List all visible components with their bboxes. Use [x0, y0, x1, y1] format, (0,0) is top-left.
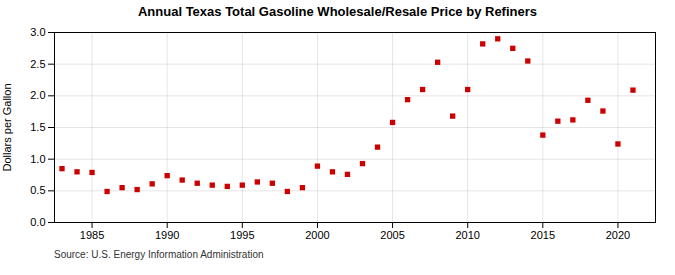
svg-text:1985: 1985	[80, 229, 104, 241]
html-text:Source: U.S. Energy Informatio: Source: U.S. Energy Information Administ…	[54, 249, 264, 260]
svg-text:2.5: 2.5	[30, 58, 45, 70]
svg-text:1990: 1990	[155, 229, 179, 241]
svg-text:2010: 2010	[455, 229, 479, 241]
svg-text:3.0: 3.0	[30, 26, 45, 38]
svg-text:2020: 2020	[606, 229, 630, 241]
svg-text:0.0: 0.0	[30, 216, 45, 228]
html-text:Annual Texas Total Gasoline Wh: Annual Texas Total Gasoline Wholesale/Re…	[138, 4, 537, 19]
svg-text:2015: 2015	[531, 229, 555, 241]
svg-text:Dollars per Gallon: Dollars per Gallon	[1, 83, 13, 171]
svg-text:1995: 1995	[230, 229, 254, 241]
svg-text:1.0: 1.0	[30, 153, 45, 165]
svg-text:2005: 2005	[380, 229, 404, 241]
svg-text:0.5: 0.5	[30, 184, 45, 196]
svg-text:1.5: 1.5	[30, 121, 45, 133]
svg-text:2000: 2000	[305, 229, 329, 241]
svg-text:2.0: 2.0	[30, 89, 45, 101]
